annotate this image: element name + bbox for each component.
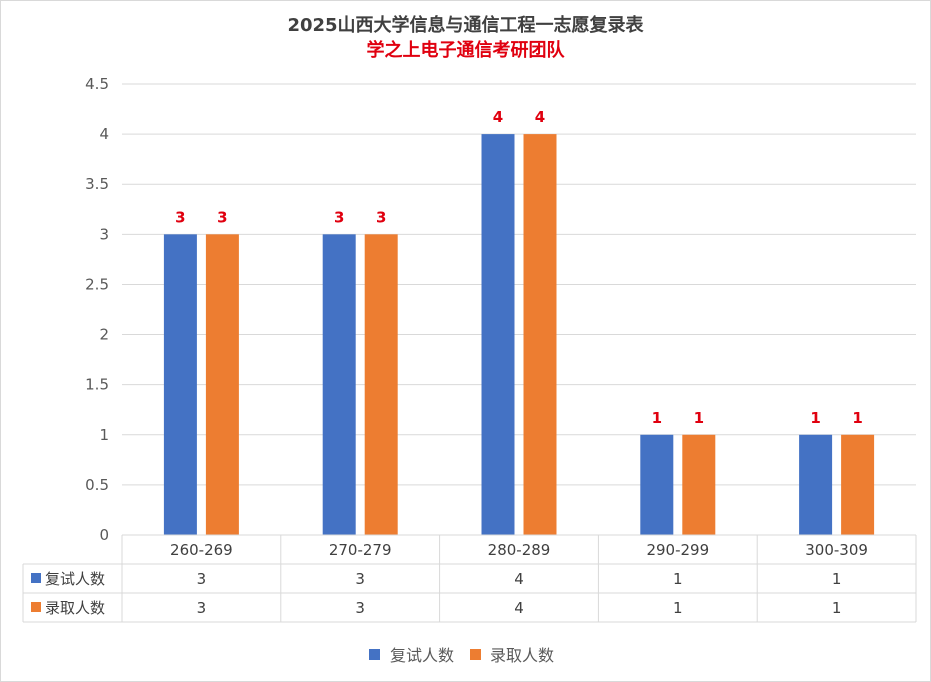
bar: [682, 434, 716, 535]
y-tick-label: 0.5: [85, 476, 109, 494]
y-tick-label: 3.5: [85, 175, 109, 193]
chart-title: 2025山西大学信息与通信工程一志愿复录表: [287, 15, 644, 36]
bar: [364, 234, 398, 536]
bars-layer: [163, 134, 875, 536]
data-label: 3: [334, 208, 344, 226]
x-tick-label: 280-289: [488, 541, 551, 559]
table-cell-value: 1: [673, 570, 683, 588]
data-label: 1: [694, 409, 704, 427]
x-tick-label: 290-299: [646, 541, 709, 559]
table-cell-value: 1: [832, 570, 842, 588]
table-legend-key: [31, 602, 41, 612]
table-cell-value: 3: [355, 570, 365, 588]
legend-key: [369, 649, 380, 660]
table-row-label: 录取人数: [45, 599, 105, 617]
y-tick-label: 1: [99, 426, 109, 444]
legend: 复试人数 录取人数: [369, 646, 554, 665]
table-row-label: 复试人数: [45, 570, 105, 588]
data-label: 3: [217, 208, 227, 226]
table-cell-value: 4: [514, 599, 524, 617]
table-cell-value: 4: [514, 570, 524, 588]
bar: [205, 234, 239, 536]
data-table: 260-269 270-279 280-289 290-299 300-309 复试人数 3…: [22, 534, 917, 623]
x-tick-label: 300-309: [805, 541, 868, 559]
bar: [163, 234, 197, 536]
bar: [322, 234, 356, 536]
bar: [640, 434, 674, 535]
bar: [841, 434, 875, 535]
table-cell-value: 3: [355, 599, 365, 617]
x-tick-label: 260-269: [170, 541, 233, 559]
y-tick-label: 3: [99, 225, 109, 243]
gridlines: [122, 83, 916, 536]
table-legend-key: [31, 573, 41, 583]
y-tick-label: 2: [99, 326, 109, 344]
y-tick-label: 0: [99, 526, 109, 544]
x-tick-label: 270-279: [329, 541, 392, 559]
data-label: 1: [852, 409, 862, 427]
bar: [523, 134, 557, 535]
table-cell-value: 3: [197, 570, 207, 588]
data-label: 1: [810, 409, 820, 427]
bar: [799, 434, 833, 535]
table-cell-value: 3: [197, 599, 207, 617]
data-label: 4: [493, 108, 503, 126]
table-cell-value: 1: [832, 599, 842, 617]
y-tick-label: 1.5: [85, 376, 109, 394]
data-label: 1: [652, 409, 662, 427]
data-label: 4: [535, 108, 545, 126]
y-tick-label: 4.5: [85, 75, 109, 93]
y-tick-label: 2.5: [85, 275, 109, 293]
chart-subtitle: 学之上电子通信考研团队: [366, 40, 565, 61]
table-cell-value: 1: [673, 599, 683, 617]
data-labels-layer: 3 3 3 3 4 4 1 1 1 1: [175, 108, 863, 427]
y-axis: 0 0.5 1 1.5 2 2.5 3 3.5 4 4.5: [85, 75, 109, 544]
data-label: 3: [376, 208, 386, 226]
legend-key: [470, 649, 481, 660]
bar: [481, 134, 515, 535]
data-label: 3: [175, 208, 185, 226]
legend-label: 录取人数: [490, 646, 554, 665]
legend-label: 复试人数: [390, 646, 454, 665]
y-tick-label: 4: [99, 125, 109, 143]
